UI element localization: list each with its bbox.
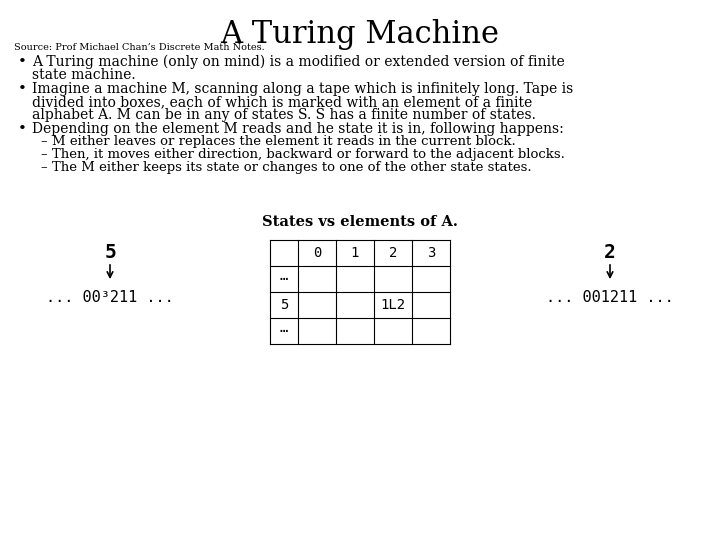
Text: States vs elements of A.: States vs elements of A. [262,215,458,229]
Text: state machine.: state machine. [32,68,135,82]
Text: –: – [40,161,47,174]
Text: ⋯: ⋯ [280,272,288,286]
Text: A Turing machine (only on mind) is a modified or extended version of finite: A Turing machine (only on mind) is a mod… [32,55,564,70]
Text: 0: 0 [312,246,321,260]
Text: Then, it moves either direction, backward or forward to the adjacent blocks.: Then, it moves either direction, backwar… [52,148,565,161]
Text: ⋯: ⋯ [280,324,288,338]
Text: 3: 3 [427,246,435,260]
Text: •: • [18,55,27,69]
Text: ... 001211 ...: ... 001211 ... [546,290,674,305]
Text: divided into boxes, each of which is marked with an element of a finite: divided into boxes, each of which is mar… [32,95,532,109]
Text: 1L2: 1L2 [380,298,405,312]
Text: –: – [40,148,47,161]
Text: alphabet A. M can be in any of states S. S has a finite number of states.: alphabet A. M can be in any of states S.… [32,108,536,122]
Text: The M either keeps its state or changes to one of the other state states.: The M either keeps its state or changes … [52,161,531,174]
Text: M either leaves or replaces the element it reads in the current block.: M either leaves or replaces the element … [52,135,516,148]
Text: Source: Prof Michael Chan’s Discrete Math Notes.: Source: Prof Michael Chan’s Discrete Mat… [14,43,265,52]
Text: •: • [18,82,27,96]
Text: A Turing Machine: A Turing Machine [220,19,500,50]
Text: 2: 2 [389,246,397,260]
Text: •: • [18,122,27,136]
Text: 2: 2 [604,243,616,262]
Text: ... 00³211 ...: ... 00³211 ... [46,290,174,305]
Text: 5: 5 [104,243,116,262]
Text: 5: 5 [280,298,288,312]
Text: –: – [40,135,47,148]
Text: Depending on the element M reads and he state it is in, following happens:: Depending on the element M reads and he … [32,122,564,136]
Text: 1: 1 [351,246,359,260]
Text: Imagine a machine M, scanning along a tape which is infinitely long. Tape is: Imagine a machine M, scanning along a ta… [32,82,573,96]
